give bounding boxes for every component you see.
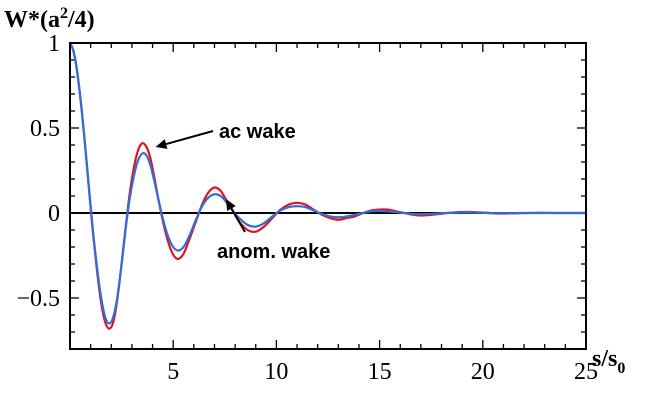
axis-ticks [70,43,586,349]
x-tick-label: 5 [167,359,179,385]
y-tick-label: 0.5 [30,116,60,142]
plot-frame [69,42,587,350]
series-layer [69,42,586,330]
anom-wake-label: anom. wake [217,241,330,263]
ac-wake-line [69,42,586,330]
y-axis-title-sup: 2 [60,5,68,22]
x-tick-label: 25 [574,359,598,385]
x-tick-label: 20 [471,359,495,385]
y-axis-title: W*(a2/4) [4,5,95,33]
anom-wake-arrowhead [225,199,236,212]
anom-wake-line [69,42,586,325]
y-axis-title-base: W*(a [4,7,60,33]
x-axis-title: s/s0 [592,346,625,377]
x-tick-label: 15 [368,359,392,385]
ac-wake-arrow [165,130,214,146]
y-tick-label: 1 [48,31,60,57]
ac-wake-arrowhead [155,139,168,149]
y-tick-label: 0 [48,201,60,227]
y-axis-title-tail: /4) [67,7,95,33]
annotations: ac wake anom. wake [155,121,330,263]
x-tick-label: 10 [264,359,288,385]
anom-wake-arrow [230,208,246,233]
y-tick-label: −0.5 [16,286,60,312]
tick-labels: 5 10 15 20 25 1 0.5 0 −0.5 [16,31,598,385]
x-axis-title-sub: 0 [617,360,625,377]
x-axis-title-base: s/s [592,346,617,372]
ac-wake-label: ac wake [219,121,296,143]
